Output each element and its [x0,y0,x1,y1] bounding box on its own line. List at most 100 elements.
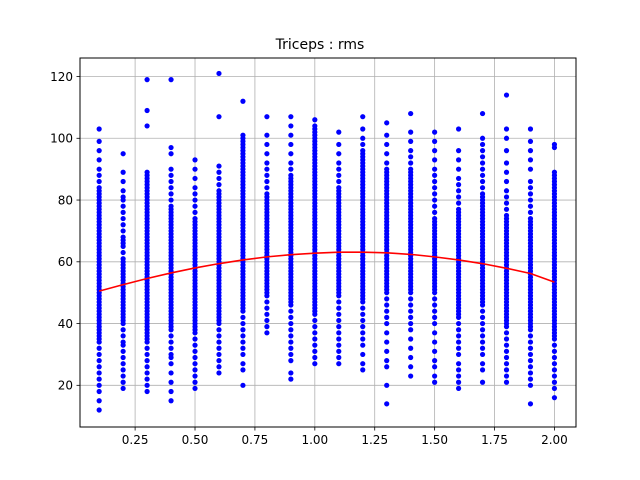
scatter-point [527,345,534,351]
scatter-point [527,138,534,144]
scatter-point [527,364,534,370]
scatter-point [432,185,438,191]
scatter-point [312,361,318,367]
scatter-point [551,169,558,175]
scatter-point [192,385,198,392]
scatter-point [240,320,246,327]
scatter-point [192,215,198,222]
scatter-point [455,385,462,392]
scatter-point [336,185,342,191]
scatter-point [384,141,390,148]
scatter-point [503,373,510,379]
scatter-point [479,166,486,172]
scatter-point [216,339,222,345]
scatter-point [479,141,486,148]
scatter-point [479,320,486,327]
scatter-point [336,172,342,178]
scatter-point [527,339,534,345]
scatter-point [336,311,342,317]
scatter-point [288,376,294,382]
scatter-point [408,302,414,308]
scatter-point [120,151,126,157]
fit-line [98,251,555,292]
scatter-point [192,348,198,354]
scatter-point [288,166,294,172]
scatter-point [479,345,486,351]
scatter-point [96,148,102,154]
scatter-point [455,367,462,373]
scatter-point [96,178,102,185]
scatter-point [144,370,150,376]
scatter-point [527,185,534,191]
scatter-point [312,342,318,348]
scatter-point [240,345,246,351]
scatter-point [168,398,174,404]
scatter-point [360,351,366,358]
scatter-point [216,169,222,175]
scatter-point [408,110,414,117]
scatter-point [432,209,438,215]
scatter-point [503,361,510,367]
scatter-point [312,117,318,123]
scatter-point [216,175,222,182]
x-tick-label: 0.75 [242,433,269,447]
scatter-point [432,308,438,314]
scatter-point [479,333,486,339]
scatter-point [527,351,534,358]
scatter-point [240,314,246,320]
scatter-point [527,215,534,222]
scatter-point [408,327,414,333]
scatter-point [432,330,438,336]
scatter-point [551,361,558,367]
scatter-point [455,148,462,154]
scatter-point [120,361,126,367]
scatter-point [96,126,102,132]
scatter-point [168,333,174,339]
scatter-point [408,336,414,342]
scatter-point [432,314,438,320]
y-tick-label: 100 [50,132,73,146]
scatter-point [336,354,342,361]
scatter-point [288,351,294,358]
scatter-point [120,256,126,262]
scatter-point [479,178,486,185]
scatter-point [336,324,342,330]
scatter-point [408,129,414,135]
scatter-point [96,172,102,178]
scatter-point [408,160,414,166]
scatter-point [336,330,342,336]
scatter-point [551,379,558,385]
scatter-point [551,373,558,379]
scatter-point [120,249,126,256]
scatter-point [455,333,462,339]
scatter-point [432,178,438,185]
scatter-point [192,354,198,361]
scatter-point [360,317,366,324]
scatter-point [479,327,486,333]
scatter-point [432,197,438,203]
x-axis: 0.25 0.50 0.75 1.00 1.25 1.50 1.75 2.00 [122,427,568,447]
scatter-point [384,314,390,320]
scatter-point [479,339,486,345]
scatter-point [144,107,150,114]
scatter-point [503,212,510,219]
scatter-point [432,348,438,354]
scatter-point [479,148,486,154]
scatter-point [96,364,102,370]
scatter-point [312,123,318,129]
scatter-point [527,333,534,339]
x-tick-label: 1.75 [481,433,508,447]
x-tick-label: 0.50 [182,433,209,447]
scatter-point [120,203,126,209]
scatter-point [168,339,174,345]
scatter-point [479,154,486,160]
scatter-point [455,351,462,358]
scatter-point [360,336,366,342]
scatter-point [360,305,366,311]
scatter-point [360,126,366,132]
scatter-point [408,345,414,351]
scatter-point [432,296,438,302]
scatter-point [551,141,558,148]
scatter-point [288,141,294,148]
